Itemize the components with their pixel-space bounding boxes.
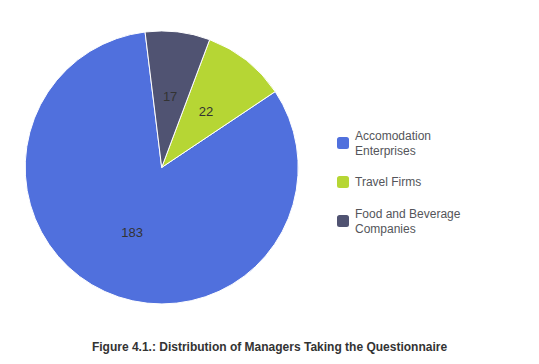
svg-text:22: 22 (199, 104, 213, 119)
svg-text:Travel Firms: Travel Firms (355, 175, 421, 189)
svg-text:17: 17 (163, 89, 177, 104)
svg-text:Accomodation: Accomodation (355, 129, 431, 143)
svg-text:Food and Beverage: Food and Beverage (355, 207, 461, 221)
svg-text:Figure 4.1.: Distribution of M: Figure 4.1.: Distribution of Managers Ta… (92, 340, 447, 354)
svg-text:Enterprises: Enterprises (355, 144, 416, 158)
svg-text:183: 183 (121, 225, 143, 240)
svg-text:Companies: Companies (355, 222, 416, 236)
